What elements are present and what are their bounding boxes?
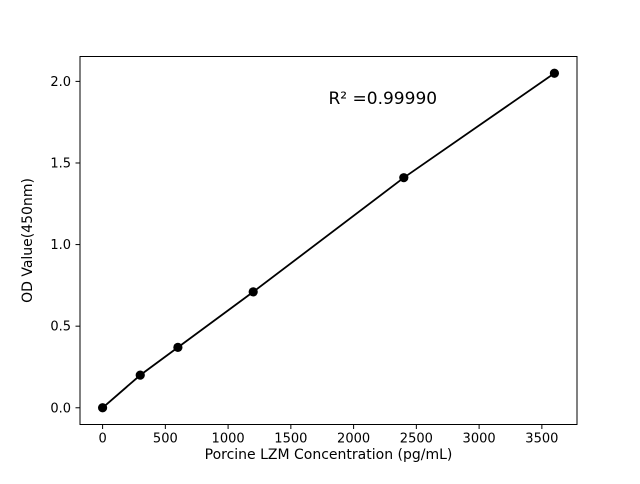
y-axis-label: OD Value(450nm) xyxy=(20,178,36,303)
x-tick-label: 2000 xyxy=(337,432,370,447)
y-tick-label: 1.0 xyxy=(50,238,71,253)
x-tick-label: 2500 xyxy=(400,432,433,447)
data-point-marker xyxy=(135,370,145,380)
x-tick-label: 0 xyxy=(98,432,106,447)
r-squared-annotation: R² =0.99990 xyxy=(329,89,438,109)
x-tick-label: 500 xyxy=(153,432,178,447)
x-tick-label: 3500 xyxy=(525,432,558,447)
x-tick-label: 1000 xyxy=(212,432,245,447)
x-tick-label: 3000 xyxy=(463,432,496,447)
data-point-marker xyxy=(549,68,560,78)
standard-curve-line xyxy=(102,72,555,409)
y-tick-label: 2.0 xyxy=(50,75,71,90)
y-tick-label: 0.0 xyxy=(50,401,71,416)
y-tick-label: 0.5 xyxy=(50,320,71,335)
data-point-marker xyxy=(399,173,409,183)
data-point-marker xyxy=(248,287,258,297)
plot-frame xyxy=(79,56,578,425)
x-tick-label: 1500 xyxy=(274,432,307,447)
y-tick-label: 1.5 xyxy=(50,156,71,171)
plot-area: 0 500 1000 1500 2000 2500 3000 3500 0.0 0.5 1.0 1.5… xyxy=(50,56,578,447)
x-axis-label: Porcine LZM Concentration (pg/mL) xyxy=(205,447,453,463)
data-point-marker xyxy=(173,342,183,352)
data-point-marker xyxy=(97,403,108,413)
